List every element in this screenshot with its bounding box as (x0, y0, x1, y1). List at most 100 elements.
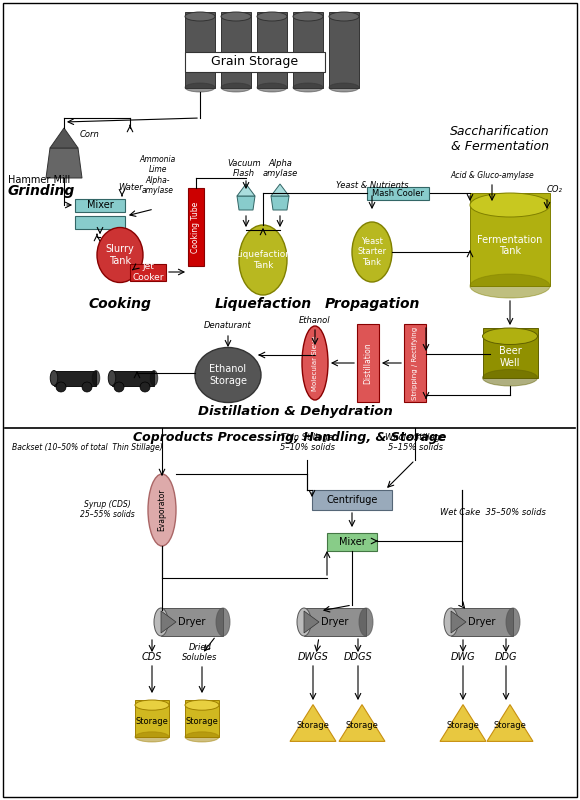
Ellipse shape (216, 608, 230, 636)
Text: Backset (10–50% of total  Thin Stillage): Backset (10–50% of total Thin Stillage) (12, 443, 163, 452)
FancyBboxPatch shape (75, 198, 125, 211)
Text: Stripping / Rectifying: Stripping / Rectifying (412, 326, 418, 399)
FancyBboxPatch shape (470, 193, 550, 286)
Text: DWGS: DWGS (298, 652, 328, 662)
Text: Centrifuge: Centrifuge (327, 495, 378, 505)
Polygon shape (271, 196, 289, 210)
Text: Distillation & Dehydration: Distillation & Dehydration (198, 405, 393, 418)
Polygon shape (271, 184, 289, 196)
Ellipse shape (185, 700, 219, 710)
Text: Storage: Storage (186, 717, 219, 726)
Polygon shape (237, 196, 255, 210)
FancyBboxPatch shape (329, 12, 359, 87)
FancyBboxPatch shape (367, 186, 429, 199)
Polygon shape (451, 611, 466, 633)
Ellipse shape (148, 474, 176, 546)
FancyBboxPatch shape (185, 52, 325, 72)
FancyBboxPatch shape (185, 12, 215, 87)
FancyBboxPatch shape (451, 608, 513, 636)
Text: Distillation: Distillation (364, 342, 372, 384)
Polygon shape (161, 611, 176, 633)
Circle shape (56, 382, 66, 392)
Text: Hammer Mill: Hammer Mill (8, 175, 70, 185)
Text: Thin Stillage
5–10% solids: Thin Stillage 5–10% solids (280, 433, 335, 452)
Text: Water: Water (118, 183, 143, 192)
Ellipse shape (221, 12, 251, 21)
Ellipse shape (483, 328, 538, 345)
Text: Beer
Well: Beer Well (499, 346, 521, 368)
Ellipse shape (135, 700, 169, 710)
Text: Corn: Corn (80, 130, 100, 139)
Text: Saccharification
& Fermentation: Saccharification & Fermentation (450, 125, 550, 153)
Text: Liquefaction: Liquefaction (215, 297, 311, 311)
FancyBboxPatch shape (404, 324, 426, 402)
Polygon shape (487, 705, 533, 742)
Text: Dryer: Dryer (178, 617, 206, 627)
Ellipse shape (352, 222, 392, 282)
FancyBboxPatch shape (312, 490, 392, 510)
Ellipse shape (329, 12, 359, 21)
Ellipse shape (239, 225, 287, 295)
Text: Cooking Tube: Cooking Tube (191, 202, 201, 253)
Ellipse shape (302, 326, 328, 400)
Text: Grinding: Grinding (8, 184, 75, 198)
Ellipse shape (50, 370, 58, 386)
FancyBboxPatch shape (185, 700, 219, 737)
Text: Dryer: Dryer (321, 617, 349, 627)
Ellipse shape (293, 12, 323, 21)
Ellipse shape (506, 608, 520, 636)
Text: Syrup (CDS)
25–55% solids: Syrup (CDS) 25–55% solids (79, 499, 135, 519)
Ellipse shape (108, 370, 116, 386)
Text: Mixer: Mixer (339, 537, 365, 547)
FancyBboxPatch shape (130, 263, 166, 281)
Text: DDG: DDG (495, 652, 517, 662)
Ellipse shape (297, 608, 311, 636)
Polygon shape (50, 128, 78, 148)
Text: Denaturant: Denaturant (204, 321, 252, 330)
Text: Ethanol: Ethanol (299, 316, 331, 325)
FancyBboxPatch shape (304, 608, 366, 636)
Text: Jet
Cooker: Jet Cooker (132, 262, 164, 282)
Text: DDGS: DDGS (343, 652, 372, 662)
Text: Acid & Gluco-amylase: Acid & Gluco-amylase (450, 171, 534, 180)
Text: Dried
Solubles: Dried Solubles (182, 642, 218, 662)
FancyBboxPatch shape (357, 324, 379, 402)
FancyBboxPatch shape (221, 12, 251, 87)
Text: Ethanol
Storage: Ethanol Storage (209, 364, 247, 386)
Polygon shape (440, 705, 486, 742)
Text: Slurry
Tank: Slurry Tank (106, 244, 135, 266)
Ellipse shape (135, 732, 169, 742)
Circle shape (82, 382, 92, 392)
Ellipse shape (483, 370, 538, 386)
Text: DWG: DWG (451, 652, 476, 662)
Text: CO₂: CO₂ (547, 185, 563, 194)
Text: Grain Storage: Grain Storage (212, 55, 299, 69)
FancyBboxPatch shape (483, 328, 538, 378)
Polygon shape (290, 705, 336, 742)
Ellipse shape (185, 732, 219, 742)
Circle shape (114, 382, 124, 392)
Polygon shape (304, 611, 319, 633)
Text: Mixer: Mixer (86, 200, 113, 210)
Ellipse shape (154, 608, 168, 636)
Ellipse shape (359, 608, 373, 636)
FancyBboxPatch shape (293, 12, 323, 87)
Text: Storage: Storage (296, 721, 329, 730)
Ellipse shape (444, 608, 458, 636)
FancyBboxPatch shape (161, 608, 223, 636)
Ellipse shape (470, 193, 550, 217)
Circle shape (140, 382, 150, 392)
FancyBboxPatch shape (188, 188, 204, 266)
Ellipse shape (329, 83, 359, 92)
Ellipse shape (257, 12, 287, 21)
Text: Storage: Storage (136, 717, 168, 726)
Text: Molecular Sieve: Molecular Sieve (312, 335, 318, 390)
Text: Whole Stillage
5–15% solids: Whole Stillage 5–15% solids (385, 433, 445, 452)
FancyBboxPatch shape (112, 370, 154, 386)
Ellipse shape (293, 83, 323, 92)
Text: Ammonia
Lime
Alpha-
amylase: Ammonia Lime Alpha- amylase (140, 154, 176, 195)
Ellipse shape (150, 370, 158, 386)
Ellipse shape (97, 227, 143, 282)
Text: Storage: Storage (494, 721, 527, 730)
Text: CDS: CDS (142, 652, 162, 662)
